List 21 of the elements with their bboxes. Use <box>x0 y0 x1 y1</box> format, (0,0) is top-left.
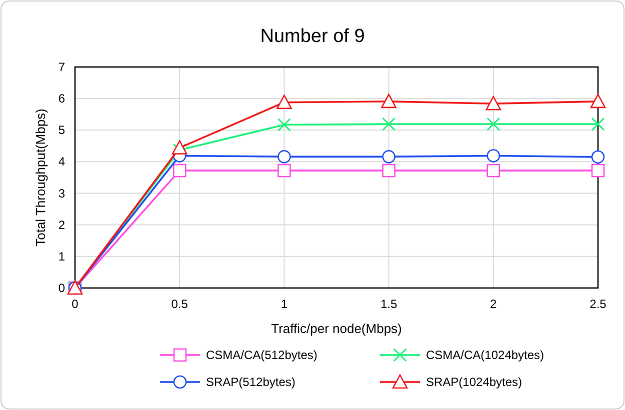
x-tick-label: 1 <box>280 297 288 311</box>
chart-title: Number of 9 <box>260 26 365 47</box>
y-tick-label: 1 <box>58 249 66 264</box>
y-tick-label: 6 <box>58 92 66 106</box>
x-tick-label: 2 <box>490 297 498 311</box>
y-tick-label: 7 <box>58 60 66 74</box>
x-tick-label: 1.5 <box>380 297 398 311</box>
x-tick-label: 0.5 <box>171 297 188 311</box>
y-axis-title: Total Throughput(Mbps) <box>33 108 48 246</box>
x-tick-label: 2.5 <box>590 297 607 311</box>
x-axis-title: Traffic/per node(Mbps) <box>271 321 402 336</box>
y-tick-label: 0 <box>58 281 66 295</box>
y-tick-label: 3 <box>58 186 66 200</box>
y-tick-label: 4 <box>58 154 66 169</box>
x-tick-label: 0 <box>72 297 79 311</box>
y-tick-label: 2 <box>58 218 66 232</box>
legend-label: CSMA/CA(512bytes) <box>206 348 318 362</box>
y-tick-label: 5 <box>58 123 66 138</box>
legend-label: SRAP(1024bytes) <box>426 375 522 389</box>
legend-label: CSMA/CA(1024bytes) <box>426 348 544 362</box>
legend-label: SRAP(512bytes) <box>206 375 296 389</box>
